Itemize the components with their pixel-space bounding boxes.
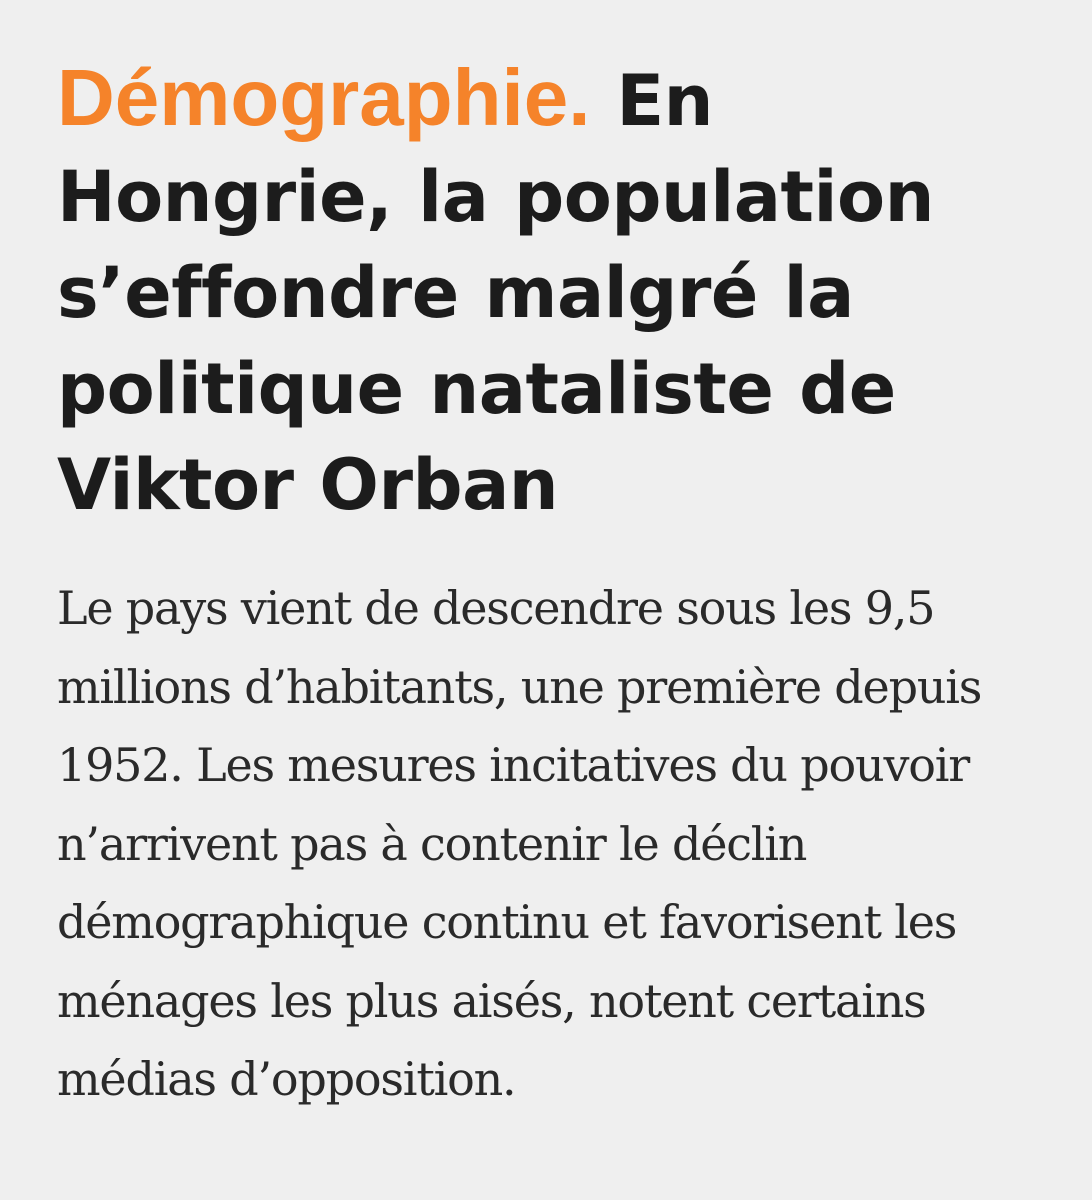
kicker: Démographie.: [57, 53, 591, 142]
article: Démographie. En Hongrie, la population s…: [57, 50, 1047, 1119]
article-lede: Le pays vient de descendre sous les 9,5 …: [57, 581, 982, 1106]
headline: Démographie. En Hongrie, la population s…: [57, 50, 1047, 533]
headline-title: En Hongrie, la population s’effondre mal…: [57, 60, 934, 526]
